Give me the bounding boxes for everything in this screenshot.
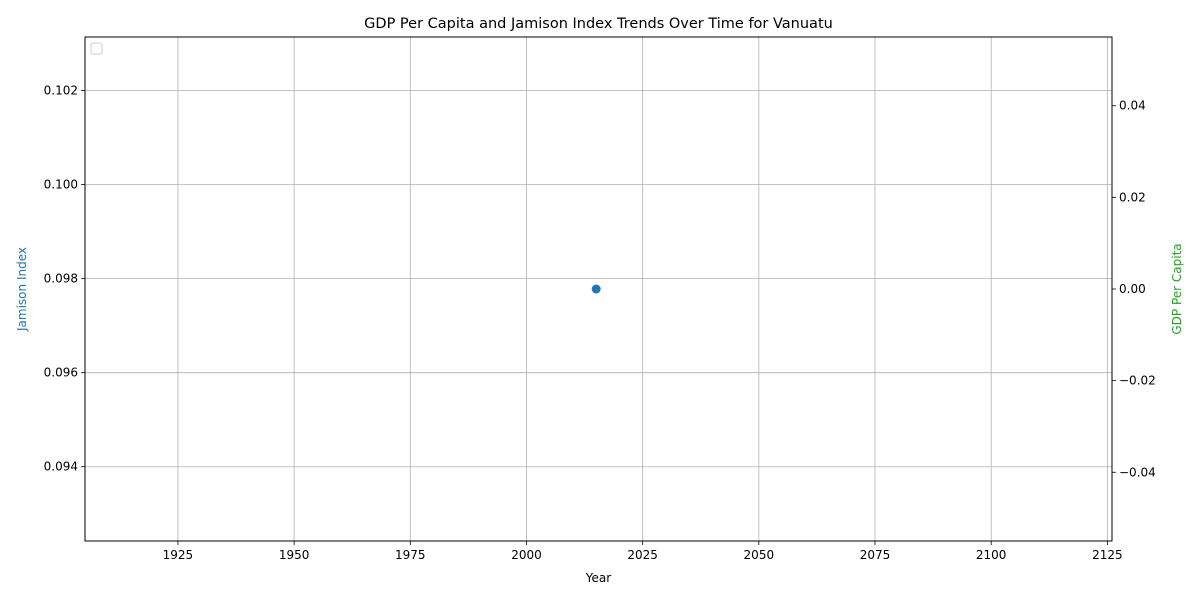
left-y-axis-ticks: 0.094 0.096 0.098 0.100 0.102	[44, 84, 85, 474]
x-tick-label: 2050	[744, 548, 775, 562]
left-y-tick-label: 0.098	[44, 272, 78, 286]
x-tick-label: 2025	[627, 548, 658, 562]
legend-box	[90, 42, 103, 55]
x-axis-ticks: 1925 1950 1975 2000 2025 2050 2075 2100 2125	[163, 541, 1123, 562]
x-tick-label: 2075	[860, 548, 891, 562]
x-tick-label: 1950	[279, 548, 310, 562]
grid	[85, 37, 1112, 541]
left-y-tick-label: 0.094	[44, 460, 78, 474]
x-axis-label: Year	[585, 571, 611, 585]
right-y-tick-label: 0.00	[1119, 282, 1146, 296]
right-y-axis-label: GDP Per Capita	[1170, 243, 1184, 334]
right-y-axis-ticks: −0.04 −0.02 0.00 0.02 0.04	[1112, 99, 1156, 479]
right-y-tick-label: 0.04	[1119, 99, 1146, 113]
x-tick-label: 1975	[395, 548, 426, 562]
right-y-tick-label: −0.02	[1119, 374, 1156, 388]
data-point	[591, 284, 601, 294]
data-marks	[591, 284, 601, 294]
x-tick-label: 1925	[163, 548, 194, 562]
left-y-axis-label: Jamison Index	[15, 247, 29, 332]
right-y-tick-label: 0.02	[1119, 190, 1146, 204]
left-y-tick-label: 0.096	[44, 366, 78, 380]
x-tick-label: 2125	[1092, 548, 1123, 562]
x-tick-label: 2100	[976, 548, 1007, 562]
right-y-tick-label: −0.04	[1119, 465, 1156, 479]
left-y-tick-label: 0.100	[44, 178, 78, 192]
x-tick-label: 2000	[511, 548, 542, 562]
chart-title: GDP Per Capita and Jamison Index Trends …	[364, 16, 833, 32]
left-y-tick-label: 0.102	[44, 84, 78, 98]
